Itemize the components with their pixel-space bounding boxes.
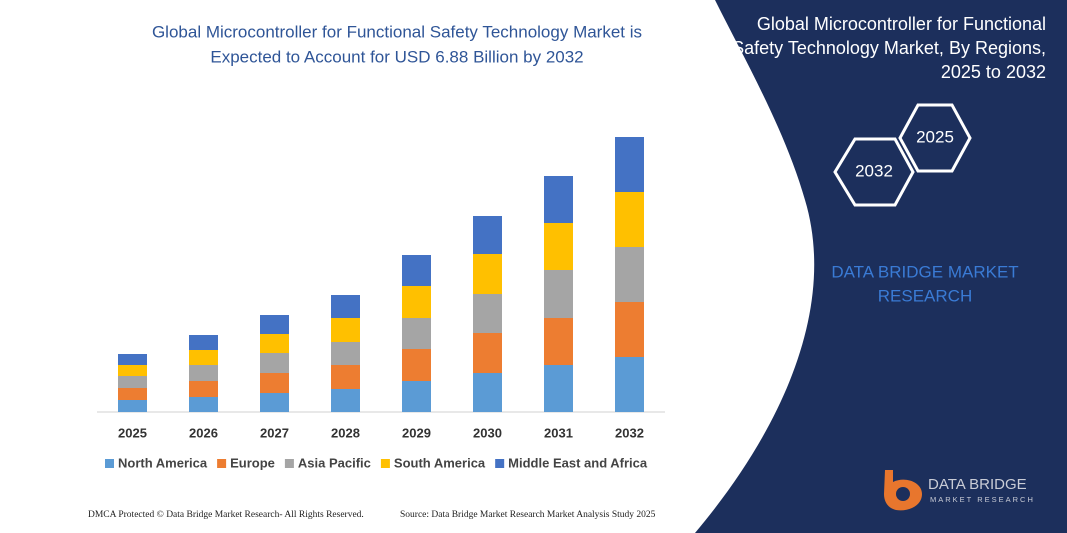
x-tick-label: 2027 [260,425,289,440]
logo-name: DATA BRIDGE [928,476,1027,493]
x-tick-label: 2030 [473,425,502,440]
x-tick-label: 2026 [189,425,218,440]
legend-swatch [105,459,114,468]
legend-label: South America [394,455,486,470]
bar-segment [615,192,644,247]
bar-segment [189,365,218,381]
bar-segment [260,353,289,373]
legend-swatch [380,459,390,468]
bar-segment [615,357,644,412]
plot: 2025 2026 2027 2028 2029 2030 2031 2032 North Am… [105,137,648,470]
bar-segment [331,389,360,412]
legend-label: Asia Pacific [298,455,371,470]
bar-segment [544,365,573,412]
bar-segment [544,223,573,270]
panel-title: Global Microcontroller for Functional [757,14,1046,34]
bar-segment [331,342,360,365]
bar-segment [402,349,431,381]
bar-segment [615,137,644,192]
bar-segment [473,254,502,294]
side-panel [695,0,1067,533]
bar-segment [331,365,360,389]
brand-text: RESEARCH [878,286,972,305]
panel-title: Safety Technology Market, By Regions, [732,38,1046,58]
bar-segment [118,400,147,412]
bar-segment [260,373,289,393]
x-tick-label: 2032 [615,425,644,440]
bar-segment [402,381,431,412]
bar-segment [544,176,573,223]
bar-segment [402,286,431,318]
legend-label: North America [118,455,208,470]
bar-segment [189,335,218,350]
hexagon [898,103,972,173]
brand-text: DATA BRIDGE MARKET [831,262,1018,281]
legend-label: Middle East and Africa [508,455,648,470]
chart-title: Global Microcontroller for Functional Sa… [152,22,642,41]
legend-swatch [495,459,505,468]
bar-segment [118,388,147,400]
bar-segment [189,381,218,397]
bar-segment [260,315,289,334]
bar-segment [189,397,218,412]
bar-segment [544,318,573,365]
logo-mark [896,487,910,501]
logo-tagline: MARKET RESEARCH [930,495,1035,504]
x-tick-label: 2031 [544,425,573,440]
legend-label: Europe [230,455,275,470]
bar-segment [615,302,644,357]
bar-segment [260,393,289,412]
x-tick-label: 2029 [402,425,431,440]
x-tick-label: 2025 [118,425,147,440]
footer-right: Source: Data Bridge Market Research Mark… [400,510,656,520]
bar-segment [402,318,431,349]
bar-segment [473,216,502,254]
bar-segment [473,373,502,412]
bar-segment [402,255,431,286]
bar-segment [118,365,147,376]
bar-segment [473,333,502,373]
bar-segment [189,350,218,365]
bar-segment [118,354,147,365]
footer-left: DMCA Protected © Data Bridge Market Rese… [88,509,364,520]
bar-segment [331,318,360,342]
x-tick-label: 2028 [331,425,360,440]
hex-label: 2032 [855,161,893,180]
hex-label: 2025 [916,127,954,146]
bar-segment [615,247,644,302]
bar-segment [473,294,502,333]
bar-segment [331,295,360,318]
hexagon [833,137,915,207]
legend-swatch [284,459,294,468]
bar-segment [260,334,289,353]
chart-title: Expected to Account for USD 6.88 Billion… [210,47,583,66]
legend-swatch [217,459,227,468]
bar-segment [544,270,573,318]
logo: DATA BRIDGE MARKET RESEARCH [884,470,1035,511]
bar-segment [118,376,147,388]
panel-title: 2025 to 2032 [941,62,1046,82]
